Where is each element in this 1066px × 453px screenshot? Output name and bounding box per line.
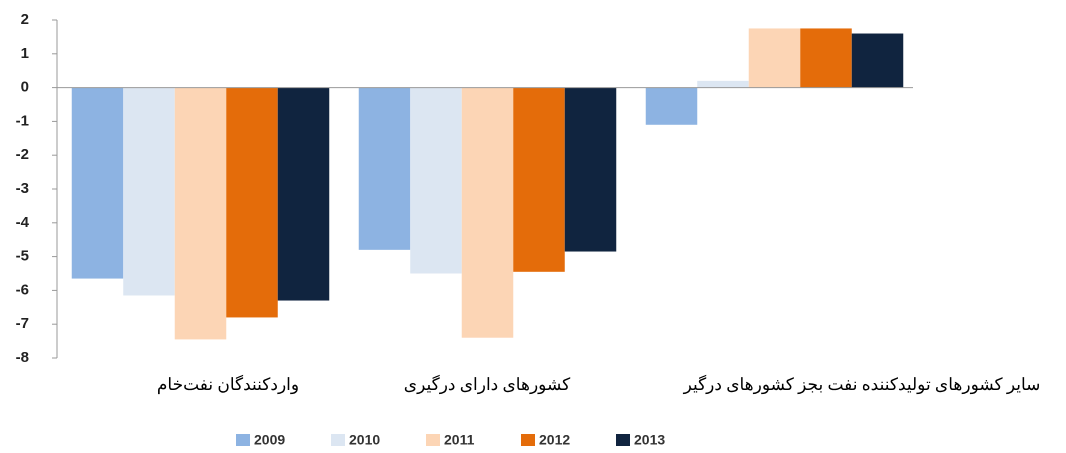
y-tick-label: -2 xyxy=(16,146,29,163)
x-tick-label: سایر کشورهای تولیدکننده نفت بجز کشورهای … xyxy=(683,374,1041,395)
y-tick-label: -7 xyxy=(16,315,29,332)
y-tick-label: 2 xyxy=(21,11,29,28)
bar xyxy=(564,87,617,252)
legend-swatch xyxy=(616,434,630,446)
y-tick-label: -4 xyxy=(16,214,30,231)
legend-swatch xyxy=(236,434,250,446)
bar xyxy=(277,87,330,301)
bar xyxy=(748,28,801,88)
x-tick-label: کشورهای دارای درگیری xyxy=(404,374,571,395)
y-tick-label: -6 xyxy=(16,281,29,298)
bar xyxy=(645,87,698,125)
legend-label: 2013 xyxy=(634,432,665,448)
legend-label: 2012 xyxy=(539,432,570,448)
bar xyxy=(71,87,124,279)
y-tick-label: -3 xyxy=(16,180,29,197)
bar xyxy=(226,87,278,318)
bar xyxy=(123,87,175,296)
legend-label: 2011 xyxy=(444,432,475,448)
legend-swatch xyxy=(331,434,345,446)
bar xyxy=(174,87,227,340)
bar xyxy=(410,87,462,274)
bar xyxy=(461,87,514,338)
x-tick-label: واردکنندگان نفت‌خام xyxy=(157,374,299,395)
y-tick-label: 1 xyxy=(21,45,29,62)
bar xyxy=(851,33,904,88)
bar xyxy=(800,28,852,88)
bar xyxy=(513,87,565,272)
y-tick-label: -5 xyxy=(16,248,29,265)
y-tick-label: 0 xyxy=(21,79,29,96)
bar xyxy=(358,87,411,250)
bar xyxy=(697,80,749,88)
y-tick-label: -1 xyxy=(16,112,29,129)
legend-swatch xyxy=(426,434,440,446)
legend-label: 2010 xyxy=(349,432,380,448)
legend-swatch xyxy=(521,434,535,446)
y-tick-label: -8 xyxy=(16,349,29,366)
legend-label: 2009 xyxy=(254,432,285,448)
